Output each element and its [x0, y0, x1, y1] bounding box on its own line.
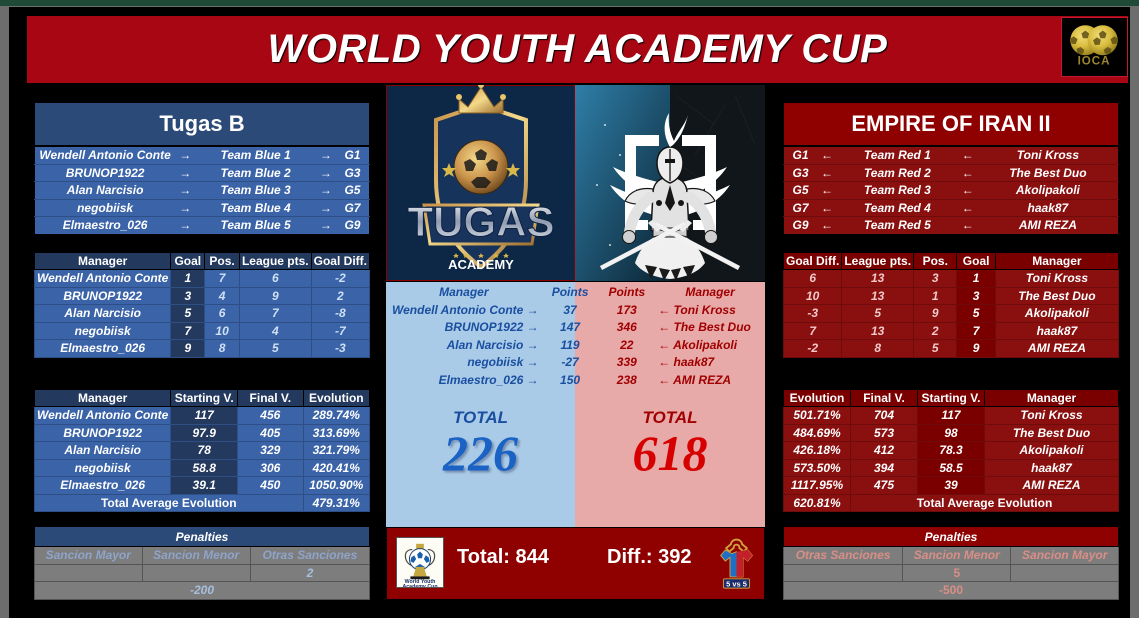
svg-text:TUGAS: TUGAS — [408, 198, 555, 245]
svg-text:Academy Cup: Academy Cup — [402, 584, 437, 587]
svg-text:ACADEMY: ACADEMY — [448, 257, 514, 272]
svg-text:IOCA: IOCA — [1078, 54, 1111, 67]
svg-text:5 vs 5: 5 vs 5 — [726, 579, 747, 588]
